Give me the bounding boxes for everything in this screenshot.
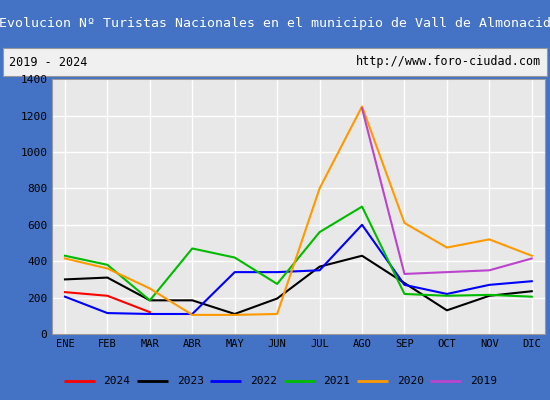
Text: 2020: 2020 xyxy=(397,376,424,386)
Text: Evolucion Nº Turistas Nacionales en el municipio de Vall de Almonacid: Evolucion Nº Turistas Nacionales en el m… xyxy=(0,16,550,30)
Text: 2023: 2023 xyxy=(177,376,204,386)
Text: 2022: 2022 xyxy=(250,376,277,386)
Text: 2024: 2024 xyxy=(103,376,130,386)
Text: 2021: 2021 xyxy=(323,376,350,386)
Text: 2019: 2019 xyxy=(470,376,497,386)
Text: http://www.foro-ciudad.com: http://www.foro-ciudad.com xyxy=(355,56,541,68)
Text: 2019 - 2024: 2019 - 2024 xyxy=(9,56,87,68)
